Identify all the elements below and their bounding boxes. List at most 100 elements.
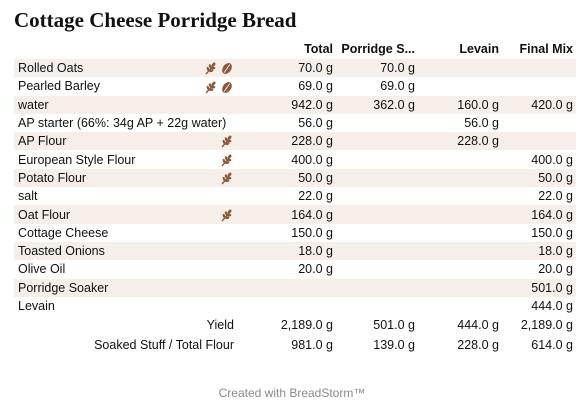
total-cell: 400.0 g — [291, 152, 333, 167]
ingredient-icons — [194, 297, 240, 315]
porridge-cell — [336, 241, 418, 261]
summary-total: 2,189.0 g — [280, 318, 333, 333]
footer-credit: Created with BreadStorm™ — [218, 386, 366, 400]
total-cell — [240, 278, 336, 297]
wheat-icon — [204, 62, 218, 75]
ingredient-name: Pearled Barley — [18, 79, 100, 94]
ingredient-name: water — [14, 95, 194, 114]
summary-row: Yield 2,189.0 g 501.0 g 444.0 g 2,189.0 g — [14, 315, 576, 335]
final-mix-cell — [502, 114, 576, 132]
porridge-cell — [336, 150, 418, 168]
table-row[interactable]: Porridge Soaker 501.0 g — [14, 278, 576, 297]
summary-label: Soaked Stuff / Total Flour — [94, 338, 234, 353]
porridge-cell — [336, 168, 418, 188]
final-mix-cell: 150.0 g — [531, 225, 573, 240]
column-header-final-mix[interactable]: Final Mix — [519, 42, 573, 56]
summary-porridge: 139.0 g — [373, 338, 415, 353]
total-cell: 228.0 g — [240, 132, 336, 151]
porridge-cell — [336, 205, 418, 224]
table-row[interactable]: AP starter (66%: 34g AP + 22g water) 56.0… — [14, 114, 576, 132]
porridge-cell — [336, 187, 418, 205]
column-header-total[interactable]: Total — [304, 42, 333, 56]
total-cell: 150.0 g — [291, 225, 333, 240]
levain-cell — [418, 77, 502, 95]
wheat-icon — [220, 172, 234, 185]
total-cell: 20.0 g — [298, 262, 333, 277]
ingredient-name: Olive Oil — [18, 262, 66, 277]
total-cell: 164.0 g — [240, 205, 336, 224]
final-mix-cell — [502, 59, 576, 78]
porridge-cell — [336, 114, 418, 132]
ingredient-name: Oat Flour — [14, 205, 194, 224]
column-header-icons — [194, 39, 240, 59]
header-row: Total Porridge S... Levain Final Mix — [14, 39, 576, 59]
levain-cell — [418, 150, 502, 168]
summary-label: Yield — [206, 318, 234, 333]
levain-cell: 160.0 g — [418, 95, 502, 114]
final-mix-cell: 20.0 g — [538, 262, 573, 277]
ingredient-name: Rolled Oats — [14, 59, 194, 78]
table-row[interactable]: European Style Flour 400.0 g 400.0 g — [14, 150, 576, 168]
ingredient-icons — [194, 187, 240, 205]
table-row[interactable]: Levain 444.0 g — [14, 297, 576, 315]
summary-total: 981.0 g — [291, 338, 333, 353]
table-row[interactable]: Pearled Barley 69.0 g 69.0 g — [14, 77, 576, 95]
column-header-levain[interactable]: Levain — [459, 42, 499, 56]
final-mix-cell: 164.0 g — [502, 205, 576, 224]
levain-cell: 228.0 g — [418, 132, 502, 151]
ingredient-icons — [194, 150, 240, 168]
ingredient-name: AP starter (66%: 34g AP + 22g water) — [18, 116, 227, 131]
porridge-cell — [336, 260, 418, 278]
porridge-cell — [336, 132, 418, 151]
table-row[interactable]: salt 22.0 g 22.0 g — [14, 187, 576, 205]
ingredient-name: AP Flour — [14, 132, 194, 151]
porridge-cell: 362.0 g — [336, 95, 418, 114]
table-row[interactable]: Olive Oil 20.0 g 20.0 g — [14, 260, 576, 278]
ingredient-name: Levain — [18, 299, 55, 313]
final-mix-cell: 18.0 g — [502, 241, 576, 261]
total-cell: 22.0 g — [298, 189, 333, 204]
table-row[interactable]: Potato Flour 50.0 g 50.0 g — [14, 168, 576, 188]
ingredient-icons — [194, 278, 240, 297]
levain-cell: 56.0 g — [464, 116, 499, 131]
porridge-cell — [336, 297, 418, 315]
levain-cell — [418, 224, 502, 242]
ingredient-icons — [194, 241, 240, 261]
table-row[interactable]: Rolled Oats 70.0 g 70.0 g — [14, 59, 576, 78]
total-cell: 50.0 g — [240, 168, 336, 188]
ingredient-name: Cottage Cheese — [18, 225, 109, 240]
wheat-icon — [220, 135, 234, 148]
summary-porridge: 501.0 g — [373, 318, 415, 333]
ingredient-name: Porridge Soaker — [14, 278, 194, 297]
summary-levain: 444.0 g — [457, 318, 499, 333]
total-cell — [240, 297, 336, 315]
porridge-cell: 70.0 g — [336, 59, 418, 78]
ingredient-icons — [194, 224, 240, 242]
levain-cell — [418, 205, 502, 224]
total-cell: 18.0 g — [240, 241, 336, 261]
summary-final-mix: 614.0 g — [531, 338, 573, 353]
total-cell: 69.0 g — [298, 79, 333, 94]
final-mix-cell: 22.0 g — [538, 189, 573, 204]
table-row[interactable]: Oat Flour 164.0 g 164.0 g — [14, 205, 576, 224]
column-header-name — [14, 39, 194, 59]
levain-cell — [418, 260, 502, 278]
ingredient-name: salt — [18, 189, 38, 204]
final-mix-cell: 444.0 g — [531, 299, 573, 313]
table-row[interactable]: Cottage Cheese 150.0 g 150.0 g — [14, 224, 576, 242]
summary-levain: 228.0 g — [457, 338, 499, 353]
table-row[interactable]: AP Flour 228.0 g 228.0 g — [14, 132, 576, 151]
final-mix-cell: 420.0 g — [502, 95, 576, 114]
table-row[interactable]: water 942.0 g 362.0 g 160.0 g 420.0 g — [14, 95, 576, 114]
ingredient-icons — [194, 168, 240, 188]
grain-icon — [220, 62, 234, 75]
wheat-icon — [220, 154, 234, 167]
levain-cell — [418, 168, 502, 188]
table-row[interactable]: Toasted Onions 18.0 g 18.0 g — [14, 241, 576, 261]
column-header-porridge[interactable]: Porridge S... — [341, 42, 415, 56]
final-mix-cell — [502, 77, 576, 95]
final-mix-cell: 50.0 g — [502, 168, 576, 188]
recipe-table: Total Porridge S... Levain Final Mix Rol… — [14, 39, 576, 355]
wheat-icon — [220, 209, 234, 222]
final-mix-cell: 400.0 g — [531, 152, 573, 167]
